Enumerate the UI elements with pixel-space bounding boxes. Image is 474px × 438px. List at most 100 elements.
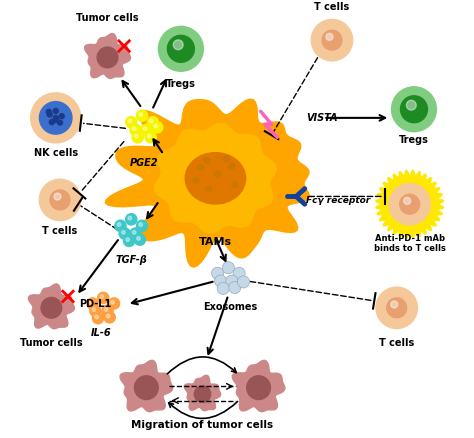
Circle shape [54, 193, 61, 200]
Circle shape [130, 124, 141, 136]
Circle shape [119, 228, 130, 239]
Circle shape [49, 120, 55, 125]
Circle shape [400, 194, 419, 214]
Circle shape [132, 230, 136, 234]
Circle shape [215, 275, 227, 287]
Circle shape [194, 386, 210, 403]
Text: PGE2: PGE2 [130, 158, 158, 168]
Circle shape [150, 119, 153, 123]
Circle shape [117, 223, 121, 226]
Circle shape [31, 93, 81, 143]
Text: Migration of tumor cells: Migration of tumor cells [131, 420, 273, 430]
Circle shape [132, 132, 143, 143]
Circle shape [406, 100, 416, 110]
Circle shape [137, 220, 147, 231]
Circle shape [206, 186, 212, 192]
Circle shape [173, 40, 183, 49]
Polygon shape [85, 34, 130, 78]
Circle shape [139, 113, 142, 116]
Circle shape [204, 157, 210, 163]
Circle shape [104, 312, 115, 323]
Circle shape [137, 237, 140, 240]
Circle shape [152, 122, 163, 133]
Circle shape [97, 47, 118, 68]
Circle shape [139, 223, 142, 226]
Circle shape [387, 298, 407, 318]
Circle shape [126, 117, 137, 128]
Polygon shape [376, 170, 444, 238]
Circle shape [401, 96, 428, 123]
Text: T cells: T cells [314, 2, 350, 12]
Polygon shape [105, 99, 309, 267]
Circle shape [90, 305, 101, 316]
Circle shape [39, 179, 81, 221]
Circle shape [100, 295, 104, 298]
Circle shape [222, 261, 235, 274]
Circle shape [137, 110, 147, 121]
Circle shape [392, 87, 437, 132]
Polygon shape [120, 360, 173, 412]
Circle shape [229, 163, 235, 169]
Circle shape [217, 283, 229, 294]
Circle shape [57, 120, 63, 125]
Text: binds to T cells: binds to T cells [374, 244, 446, 253]
FancyArrowPatch shape [169, 402, 237, 418]
Text: VISTA: VISTA [306, 113, 337, 123]
Polygon shape [28, 284, 74, 329]
Circle shape [376, 287, 418, 328]
Text: TGF-β: TGF-β [115, 255, 147, 265]
Circle shape [53, 117, 58, 123]
Circle shape [98, 292, 109, 304]
Circle shape [130, 228, 141, 239]
Circle shape [132, 127, 136, 131]
Circle shape [154, 124, 157, 128]
Circle shape [92, 308, 96, 311]
Circle shape [391, 301, 398, 308]
Circle shape [50, 190, 70, 210]
Circle shape [134, 234, 146, 245]
Circle shape [123, 235, 135, 247]
Circle shape [46, 110, 51, 114]
Circle shape [143, 127, 147, 131]
Circle shape [128, 216, 132, 220]
Circle shape [145, 132, 156, 143]
Circle shape [115, 220, 126, 231]
Polygon shape [184, 375, 221, 411]
Circle shape [135, 134, 138, 138]
Text: Exosomes: Exosomes [203, 302, 258, 312]
Circle shape [404, 198, 410, 205]
Circle shape [193, 177, 199, 184]
Circle shape [121, 230, 125, 234]
Text: Fcγ receptor: Fcγ receptor [306, 196, 370, 205]
FancyArrowPatch shape [167, 357, 236, 374]
Circle shape [237, 276, 249, 288]
Circle shape [126, 238, 129, 241]
Text: T cells: T cells [379, 338, 414, 348]
Circle shape [53, 115, 58, 120]
Circle shape [41, 297, 62, 318]
Text: IL-6: IL-6 [91, 328, 111, 338]
Circle shape [128, 119, 132, 123]
Text: Tregs: Tregs [399, 135, 429, 145]
Circle shape [223, 156, 229, 162]
Circle shape [53, 109, 58, 113]
Circle shape [232, 182, 238, 188]
Text: PD-L1: PD-L1 [80, 299, 112, 309]
Ellipse shape [185, 152, 246, 204]
Circle shape [158, 26, 203, 71]
Circle shape [104, 308, 108, 311]
Circle shape [109, 298, 119, 309]
Circle shape [233, 267, 245, 279]
Polygon shape [232, 360, 285, 412]
Circle shape [147, 117, 158, 128]
Circle shape [211, 267, 224, 279]
Circle shape [39, 102, 72, 134]
Circle shape [226, 275, 238, 287]
Text: TAMs: TAMs [199, 237, 232, 247]
Polygon shape [155, 124, 276, 233]
Text: NK cells: NK cells [34, 148, 78, 158]
Circle shape [322, 30, 342, 50]
Circle shape [147, 134, 151, 138]
Circle shape [87, 298, 98, 309]
Text: T cells: T cells [42, 226, 78, 236]
